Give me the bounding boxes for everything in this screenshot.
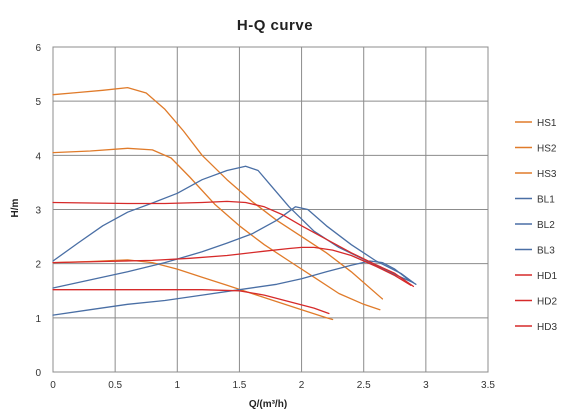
y-tick-label: 6 xyxy=(35,43,41,54)
y-tick-label: 2 xyxy=(35,260,41,271)
legend-label-hs3: HS3 xyxy=(537,169,557,180)
series-layer xyxy=(52,86,417,321)
x-tick-label: 3 xyxy=(423,380,429,391)
y-tick-label: 1 xyxy=(35,314,41,325)
y-tick-label: 0 xyxy=(35,368,41,379)
y-tick-label: 4 xyxy=(35,151,41,162)
series-line-hd1 xyxy=(52,200,415,288)
chart-title: H-Q curve xyxy=(237,17,313,34)
legend: HS1 HS2 HS3 BL1 BL2 BL3 HD1 HD2 HD3 xyxy=(515,118,557,333)
legend-label-bl1: BL1 xyxy=(537,195,555,206)
x-tick-label: 2 xyxy=(299,380,305,391)
x-tick-label: 1.5 xyxy=(232,380,246,391)
legend-label-hs1: HS1 xyxy=(537,118,557,129)
x-tick-label: 0.5 xyxy=(108,380,122,391)
x-tick-label: 2.5 xyxy=(357,380,371,391)
series-line-hd3 xyxy=(52,289,330,315)
y-tick-label: 5 xyxy=(35,97,41,108)
legend-label-bl3: BL3 xyxy=(537,246,555,257)
x-tick-label: 3.5 xyxy=(481,380,495,391)
legend-label-bl2: BL2 xyxy=(537,220,555,231)
y-axis-title: H/m xyxy=(10,198,21,217)
series-line-hd2 xyxy=(52,246,412,286)
series-line-bl1 xyxy=(52,165,415,284)
series-line-bl3 xyxy=(52,260,417,316)
x-axis-title: Q/(m³/h) xyxy=(249,399,287,410)
legend-label-hs2: HS2 xyxy=(537,144,557,155)
y-tick-label: 3 xyxy=(35,206,41,217)
legend-label-hd1: HD1 xyxy=(537,271,557,282)
x-tick-label: 1 xyxy=(175,380,181,391)
series-line-hs2 xyxy=(52,147,381,311)
legend-label-hd3: HD3 xyxy=(537,322,557,333)
legend-label-hd2: HD2 xyxy=(537,297,557,308)
series-line-hs3 xyxy=(52,259,334,321)
series-line-bl2 xyxy=(52,206,415,289)
x-tick-label: 0 xyxy=(50,380,56,391)
ticks-layer: 0 0.5 1 1.5 2 2.5 3 3.5 0 1 2 3 4 5 6 xyxy=(35,43,495,391)
